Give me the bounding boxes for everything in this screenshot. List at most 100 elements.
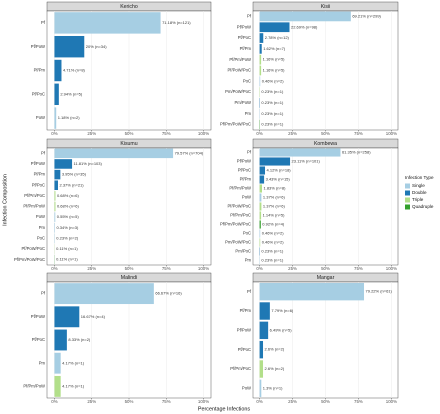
bar (54, 352, 61, 374)
y-tick-label: Pf/Pm (240, 46, 252, 51)
value-label: 2.37% (n=21) (59, 182, 84, 187)
y-tick-label: Pf/PoW (237, 327, 251, 332)
bar (54, 283, 154, 305)
bar (259, 54, 262, 65)
legend-title: Infection Type (405, 175, 434, 180)
bar (259, 43, 262, 54)
value-label: 8.33% (n=2) (68, 337, 91, 342)
value-label: 0.46% (n=2) (262, 231, 285, 236)
bar (54, 59, 62, 82)
y-tick-label: Pm (39, 360, 46, 365)
y-tick-label: Pf/Pm/PoW/PoC (14, 257, 45, 262)
x-tick-label: 75% (354, 399, 363, 404)
panel-title: Kisumu (120, 141, 137, 147)
legend-key (405, 204, 410, 210)
y-tick-label: PoC (37, 236, 45, 241)
value-label: 1.16% (n=5) (263, 68, 286, 73)
value-label: 61.35% (n=258) (342, 150, 371, 155)
x-tick-label: 100% (198, 266, 209, 271)
y-tick-label: Pf/Pm/PoW (229, 186, 251, 191)
x-tick-label: 0% (51, 266, 57, 271)
bar (259, 238, 261, 247)
value-label: 7.79% (n=6) (271, 308, 294, 313)
legend-label: Single (412, 183, 425, 188)
value-label: 0.23% (n=1) (261, 122, 284, 127)
bar (259, 11, 351, 22)
value-label: 2.6% (n=2) (265, 366, 285, 371)
y-tick-label: PoC (243, 231, 251, 236)
y-tick-label: Pf/PoC (238, 35, 251, 40)
panel-title: Kisii (321, 4, 331, 10)
y-tick-label: PoW (36, 214, 45, 219)
bar (259, 302, 270, 320)
value-label: 79.22% (n=61) (366, 289, 393, 294)
legend-label: Triple (412, 197, 424, 202)
x-tick-label: 25% (288, 131, 297, 136)
y-tick-label: Pm (245, 111, 252, 116)
y-tick-label: PoW (242, 195, 251, 200)
x-tick-label: 50% (321, 399, 330, 404)
value-label: 3.43% (n=15) (266, 177, 291, 182)
legend-label: Double (412, 190, 427, 195)
x-tick-label: 50% (321, 266, 330, 271)
y-tick-label: Pf/Pm/PoC (24, 193, 45, 198)
bar (259, 321, 269, 340)
x-tick-label: 25% (87, 399, 96, 404)
bar (259, 76, 261, 87)
y-tick-label: Pf/Pm/PoW/PoC (220, 122, 251, 127)
y-tick-label: Pf (247, 289, 252, 294)
y-tick-label: Pf/PoW/PoC (21, 246, 45, 251)
value-label: 0.46% (n=2) (262, 240, 285, 245)
value-label: 0.23% (n=2) (56, 235, 79, 240)
bar (54, 375, 61, 397)
bar (259, 65, 262, 76)
value-label: 0.11% (n=1) (56, 246, 78, 251)
value-label: 0.11% (n=1) (56, 257, 78, 262)
bar (54, 222, 55, 233)
value-label: 3.95% (n=35) (62, 172, 87, 177)
y-tick-label: Pf (247, 150, 252, 155)
bar (54, 35, 85, 58)
value-label: 11.81% (n=103) (74, 161, 103, 166)
value-label: 0.23% (n=1) (261, 111, 284, 116)
y-tick-label: Pf/PoW (237, 24, 251, 29)
x-tick-label: 25% (87, 266, 96, 271)
x-tick-label: 100% (386, 131, 397, 136)
y-tick-label: Pf/PoW/PoC (227, 68, 251, 73)
value-label: 1.62% (n=7) (263, 46, 286, 51)
value-label: 69.21% (n=299) (352, 13, 381, 18)
y-tick-label: Pm (39, 225, 46, 230)
x-tick-label: 25% (288, 266, 297, 271)
value-label: 0.68% (n=6) (57, 204, 80, 209)
y-tick-label: Pf/PoC (32, 182, 45, 187)
value-label: 2.6% (n=2) (265, 347, 285, 352)
y-tick-label: Pf (41, 20, 46, 25)
value-label: 2.94% (n=5) (60, 91, 83, 96)
panel-title: Kericho (120, 4, 138, 10)
x-axis-title: Percentage Infections (198, 406, 250, 412)
x-tick-label: 0% (51, 399, 57, 404)
y-tick-label: Pf/PoW (31, 44, 45, 49)
bar (54, 306, 80, 328)
y-tick-label: Pf/PoC (32, 337, 45, 342)
y-tick-label: Pm/PoW/PoC (225, 240, 251, 245)
legend-key (405, 183, 410, 189)
y-tick-label: Pf/PoC (238, 347, 251, 352)
value-label: 4.17% (n=1) (62, 360, 85, 365)
value-label: 0.23% (n=1) (261, 89, 284, 94)
legend-key (405, 190, 410, 196)
bar (259, 184, 263, 193)
y-tick-label: Pf/PoW/PoC (227, 204, 251, 209)
y-tick-label: Pf/PoC (32, 91, 45, 96)
panel-title: Mangar (317, 275, 335, 281)
bar (259, 33, 264, 43)
value-label: 1.37% (n=6) (263, 204, 286, 209)
y-tick-label: Pf/PoC (238, 168, 251, 173)
x-tick-label: 75% (162, 399, 171, 404)
bar (54, 107, 57, 129)
value-label: 4.17% (n=1) (62, 383, 85, 388)
y-tick-label: Pf (41, 150, 46, 155)
value-label: 16.67% (n=4) (81, 314, 106, 319)
y-tick-label: Pf (41, 291, 46, 296)
